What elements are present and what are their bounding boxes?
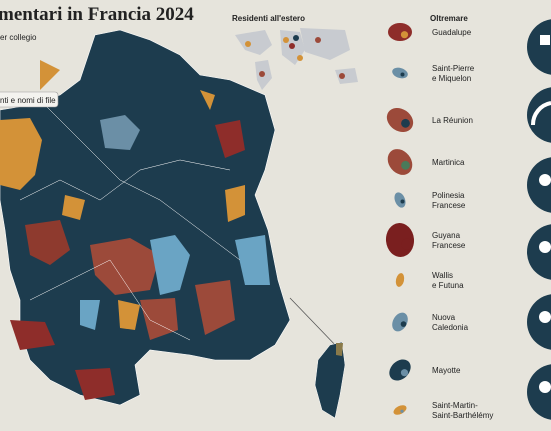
overseas-title: Oltremare <box>430 14 468 23</box>
territory-label-line: e Miquelon <box>432 74 471 83</box>
icon[interactable] <box>527 87 551 143</box>
territory-shape <box>400 199 405 204</box>
abroad-title: Residenti all'estero <box>232 14 305 23</box>
corsica-region <box>336 343 343 356</box>
region-red <box>215 120 245 158</box>
territory-label-line: Francese <box>432 201 466 210</box>
territory-label: Saint-Pierre e Miquelon <box>432 64 475 83</box>
icon-glyph <box>530 101 551 126</box>
constituency <box>259 71 265 77</box>
icon[interactable] <box>527 19 551 75</box>
icon-glyph <box>539 174 551 186</box>
constituency <box>297 55 303 61</box>
region-orange <box>0 118 42 190</box>
region-blue <box>235 235 270 285</box>
continent <box>335 68 358 84</box>
territory-shape <box>400 31 409 39</box>
territory-label-line: Martinica <box>432 158 465 167</box>
region-orange <box>118 300 140 330</box>
world-map <box>235 28 358 90</box>
territory-label-line: e Futuna <box>432 281 464 290</box>
territory-label-line: Wallis <box>432 271 453 280</box>
subtitle: er collegio <box>0 33 37 42</box>
territory-label-line: Guyana <box>432 231 461 240</box>
territory-shape <box>401 118 410 128</box>
region-red <box>75 368 115 400</box>
territory-label: Nuova Caledonia <box>432 313 469 332</box>
territory-label-line: Caledonia <box>432 323 469 332</box>
territory-label: Guyana Francese <box>432 231 466 250</box>
territory-label-line: Nuova <box>432 313 456 322</box>
territory-shape <box>400 409 404 413</box>
divider <box>289 297 341 351</box>
territory-shape <box>393 405 407 415</box>
constituency <box>245 41 251 47</box>
region-red <box>10 320 55 350</box>
region-red <box>25 220 70 265</box>
icon-glyph <box>539 311 551 323</box>
territory-shape <box>394 192 406 208</box>
seat-icons <box>527 19 551 420</box>
territory-label-line: Guadalupe <box>432 28 472 37</box>
border <box>29 259 191 341</box>
overseas-list: Guadalupe Saint-Pierre e Miquelon La Réunio… <box>385 23 493 420</box>
title: mentari in Francia 2024 <box>0 4 194 25</box>
icon[interactable] <box>527 157 551 213</box>
territory-label-line: La Réunion <box>432 116 473 125</box>
territory-label: Saint-Martin-Saint-Barthélémy <box>432 401 493 420</box>
icon-glyph <box>539 241 551 253</box>
territory-shape <box>401 238 413 250</box>
region-orange <box>62 195 85 220</box>
territory-shape <box>401 160 410 170</box>
continent <box>235 30 272 55</box>
continent <box>300 28 350 60</box>
territory-label: Martinica <box>432 158 465 167</box>
border <box>19 159 231 201</box>
region-blue <box>80 300 100 330</box>
territory-shape <box>388 23 412 41</box>
constituency <box>315 37 321 43</box>
icon[interactable] <box>527 294 551 350</box>
france-map <box>0 29 291 406</box>
corsica <box>314 341 346 419</box>
search-placeholder: nti e nomi di file <box>0 96 56 105</box>
territory-shape <box>400 72 405 77</box>
icon-glyph <box>539 381 551 393</box>
territory-label: Mayotte <box>432 366 461 375</box>
territory-label-line: Saint-Pierre <box>432 64 475 73</box>
region-red <box>195 280 235 335</box>
territory-label-line: Polinesia <box>432 191 465 200</box>
territory-shape <box>400 369 409 377</box>
icon[interactable] <box>527 224 551 280</box>
border <box>39 99 241 261</box>
constituency <box>339 73 345 79</box>
region-orange <box>225 185 245 222</box>
territory-label: Guadalupe <box>432 28 472 37</box>
icon[interactable] <box>527 364 551 420</box>
icon-glyph <box>540 35 550 45</box>
territory-shape <box>400 321 407 327</box>
region-paris <box>100 115 140 150</box>
constituency <box>283 37 289 43</box>
territory-label: Wallis e Futuna <box>432 271 464 290</box>
territory-label-line: Saint-Barthélémy <box>432 411 493 420</box>
territory-label-line: Francese <box>432 241 466 250</box>
region-blue <box>150 235 190 295</box>
constituency <box>293 35 299 41</box>
territory-label-line: Saint-Martin- <box>432 401 478 410</box>
territory-label: La Réunion <box>432 116 473 125</box>
search-box[interactable] <box>0 91 59 108</box>
territory-shape <box>395 273 405 287</box>
territory-shape <box>400 279 404 283</box>
territory-label: Polinesia Francese <box>432 191 466 210</box>
region-red <box>90 238 160 295</box>
constituency <box>289 43 295 49</box>
territory-label-line: Mayotte <box>432 366 461 375</box>
